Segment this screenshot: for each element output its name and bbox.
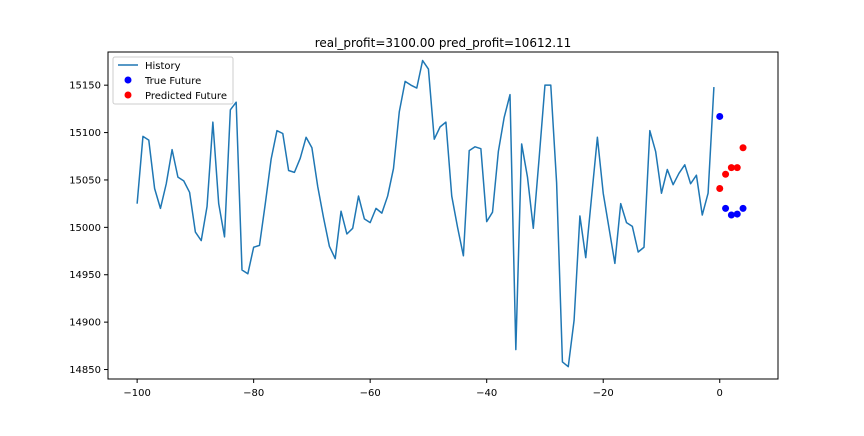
legend-label-predicted-future: Predicted Future xyxy=(145,91,227,102)
data-point-true-future xyxy=(733,210,741,218)
data-point-true-future xyxy=(722,204,730,212)
y-tick-label: 15100 xyxy=(69,128,101,139)
data-point-predicted-future xyxy=(739,144,747,152)
y-tick-label: 15150 xyxy=(69,81,101,92)
plot-frame xyxy=(107,51,779,380)
legend-marker-true-future xyxy=(124,76,132,84)
x-tick-label: 0 xyxy=(717,388,723,399)
data-point-predicted-future xyxy=(722,170,730,178)
data-point-true-future xyxy=(716,112,724,120)
x-tick-label: −80 xyxy=(243,388,264,399)
legend: History True Future Predicted Future xyxy=(112,56,234,105)
x-tick-label: −60 xyxy=(360,388,381,399)
data-point-predicted-future xyxy=(716,184,724,192)
y-tick-label: 14950 xyxy=(69,270,101,281)
legend-label-history: History xyxy=(145,61,181,72)
chart-title: real_profit=3100.00 pred_profit=10612.11 xyxy=(315,36,572,50)
x-tick-label: −20 xyxy=(593,388,614,399)
y-tick-label: 14900 xyxy=(69,318,101,329)
y-tick-label: 14850 xyxy=(69,365,101,376)
legend-box xyxy=(112,56,234,105)
data-point-true-future xyxy=(739,204,747,212)
data-point-predicted-future xyxy=(733,164,741,172)
y-tick-label: 15050 xyxy=(69,175,101,186)
series-line-history xyxy=(136,59,715,368)
x-tick-label: −100 xyxy=(123,388,150,399)
legend-marker-predicted-future xyxy=(124,91,132,99)
data-point-predicted-future xyxy=(727,164,735,172)
y-tick-label: 15000 xyxy=(69,223,101,234)
x-tick-label: −40 xyxy=(476,388,497,399)
data-point-true-future xyxy=(727,211,735,219)
legend-label-true-future: True Future xyxy=(144,76,201,87)
